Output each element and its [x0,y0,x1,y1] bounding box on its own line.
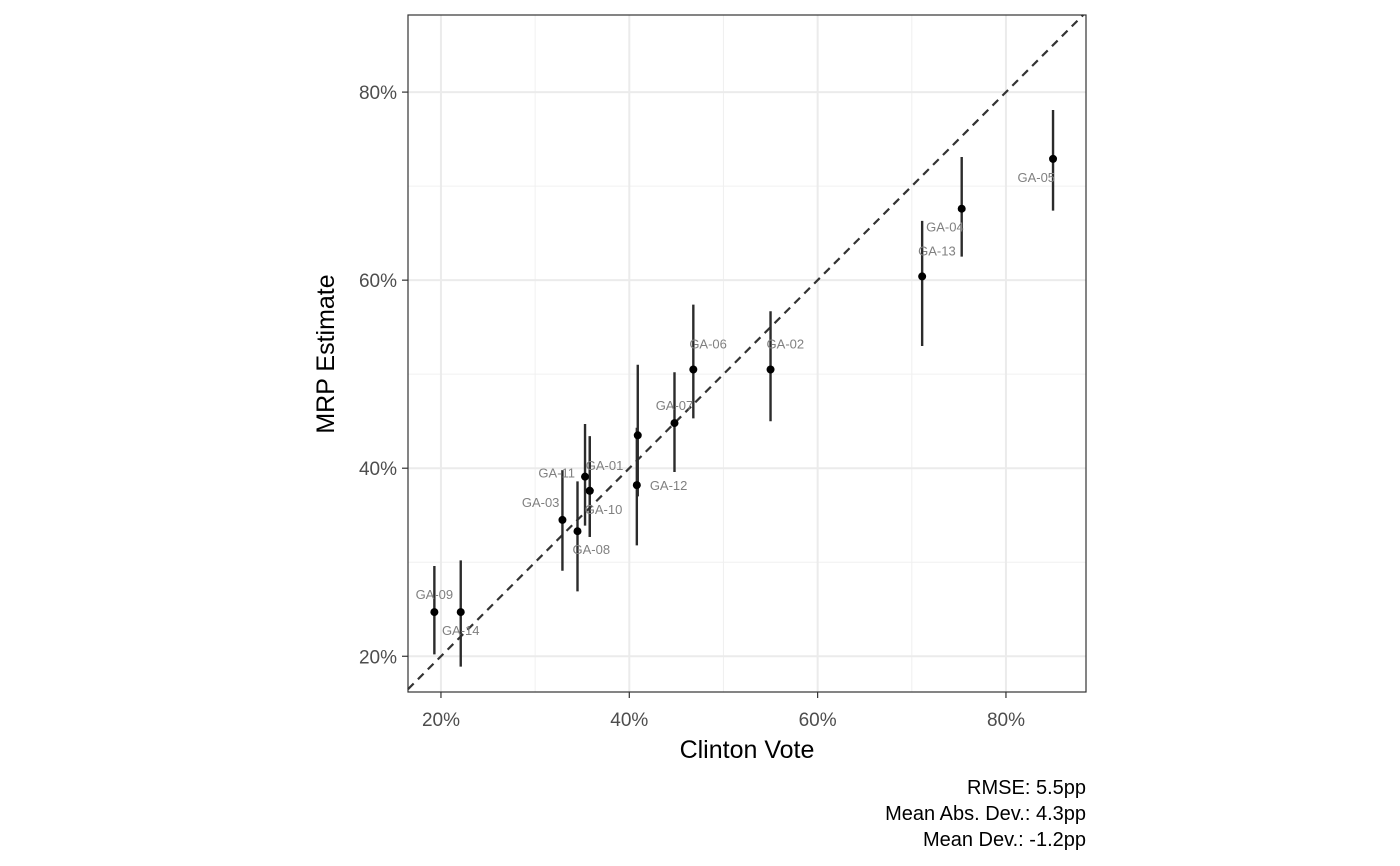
reference-line [407,14,1084,690]
point-label: GA-03 [522,495,560,510]
point-label: GA-08 [573,542,611,557]
point-labels: GA-09 GA-14 GA-03 GA-08 GA-11 GA-01 GA-10 GA-12… [416,170,1055,638]
y-tick-label: 40% [359,459,397,480]
point-label: GA-07 [656,398,694,413]
point-label: GA-05 [1017,170,1055,185]
data-point [632,481,641,490]
minor-grid [408,15,1086,692]
data-point [689,365,698,374]
x-tick-label: 20% [422,710,460,731]
y-axis: 20% 40% 60% 80% [359,83,408,668]
panel-background [408,15,1086,692]
point-label: GA-13 [918,243,956,258]
point-label: GA-12 [650,478,688,493]
point-label: GA-04 [926,220,964,235]
data-point [957,204,966,213]
x-tick-label: 80% [987,710,1025,731]
caption-mean-dev: Mean Dev.: -1.2pp [923,829,1086,851]
data-point [1049,154,1058,163]
x-axis: 20% 40% 60% 80% [422,692,1025,731]
data-point [430,608,439,617]
point-label: GA-01 [586,458,624,473]
caption-rmse: RMSE: 5.5pp [967,777,1086,799]
major-grid [408,15,1086,692]
caption-mean-abs-dev: Mean Abs. Dev.: 4.3pp [885,803,1086,825]
point-label: GA-10 [585,502,623,517]
x-tick-label: 40% [610,710,648,731]
data-point [573,527,582,536]
data-point [581,472,590,481]
data-point [585,486,594,495]
x-axis-title: Clinton Vote [680,736,815,764]
data-point [670,419,679,428]
data-point [766,365,775,374]
y-tick-label: 60% [359,271,397,292]
data-point [456,608,465,617]
reference-line-group [407,14,1084,690]
point-label: GA-06 [689,336,727,351]
data-point [918,272,927,281]
x-tick-label: 60% [799,710,837,731]
point-label: GA-14 [442,623,480,638]
data-point [558,515,567,524]
data-point [633,431,642,440]
y-tick-label: 80% [359,83,397,104]
point-label: GA-09 [416,587,454,602]
y-axis-title: MRP Estimate [312,274,340,433]
point-label: GA-02 [767,336,805,351]
panel-border [407,14,1087,693]
y-tick-label: 20% [359,647,397,668]
points [430,154,1058,617]
point-label: GA-11 [538,466,575,481]
